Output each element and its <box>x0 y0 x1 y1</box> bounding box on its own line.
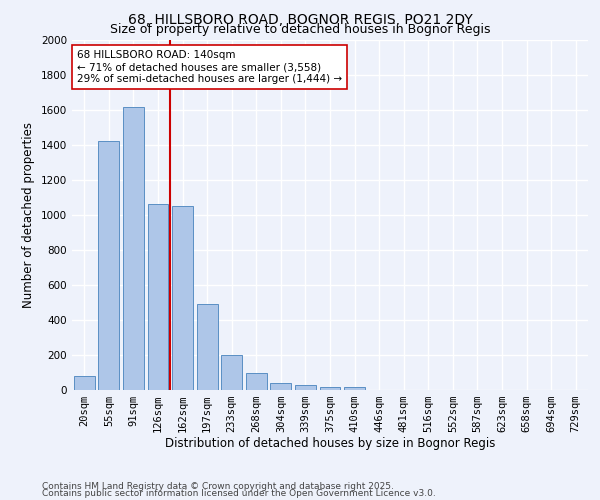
Bar <box>246 372 267 390</box>
Bar <box>74 376 95 390</box>
Bar <box>148 204 169 390</box>
Bar <box>320 386 340 390</box>
Text: Contains HM Land Registry data © Crown copyright and database right 2025.: Contains HM Land Registry data © Crown c… <box>42 482 394 491</box>
Text: 68 HILLSBORO ROAD: 140sqm
← 71% of detached houses are smaller (3,558)
29% of se: 68 HILLSBORO ROAD: 140sqm ← 71% of detac… <box>77 50 342 84</box>
X-axis label: Distribution of detached houses by size in Bognor Regis: Distribution of detached houses by size … <box>165 436 495 450</box>
Y-axis label: Number of detached properties: Number of detached properties <box>22 122 35 308</box>
Bar <box>98 142 119 390</box>
Bar <box>221 355 242 390</box>
Bar <box>123 106 144 390</box>
Bar <box>344 386 365 390</box>
Bar <box>197 304 218 390</box>
Text: Contains public sector information licensed under the Open Government Licence v3: Contains public sector information licen… <box>42 489 436 498</box>
Bar <box>271 384 292 390</box>
Bar <box>172 206 193 390</box>
Text: Size of property relative to detached houses in Bognor Regis: Size of property relative to detached ho… <box>110 22 490 36</box>
Text: 68, HILLSBORO ROAD, BOGNOR REGIS, PO21 2DY: 68, HILLSBORO ROAD, BOGNOR REGIS, PO21 2… <box>128 12 472 26</box>
Bar <box>295 385 316 390</box>
